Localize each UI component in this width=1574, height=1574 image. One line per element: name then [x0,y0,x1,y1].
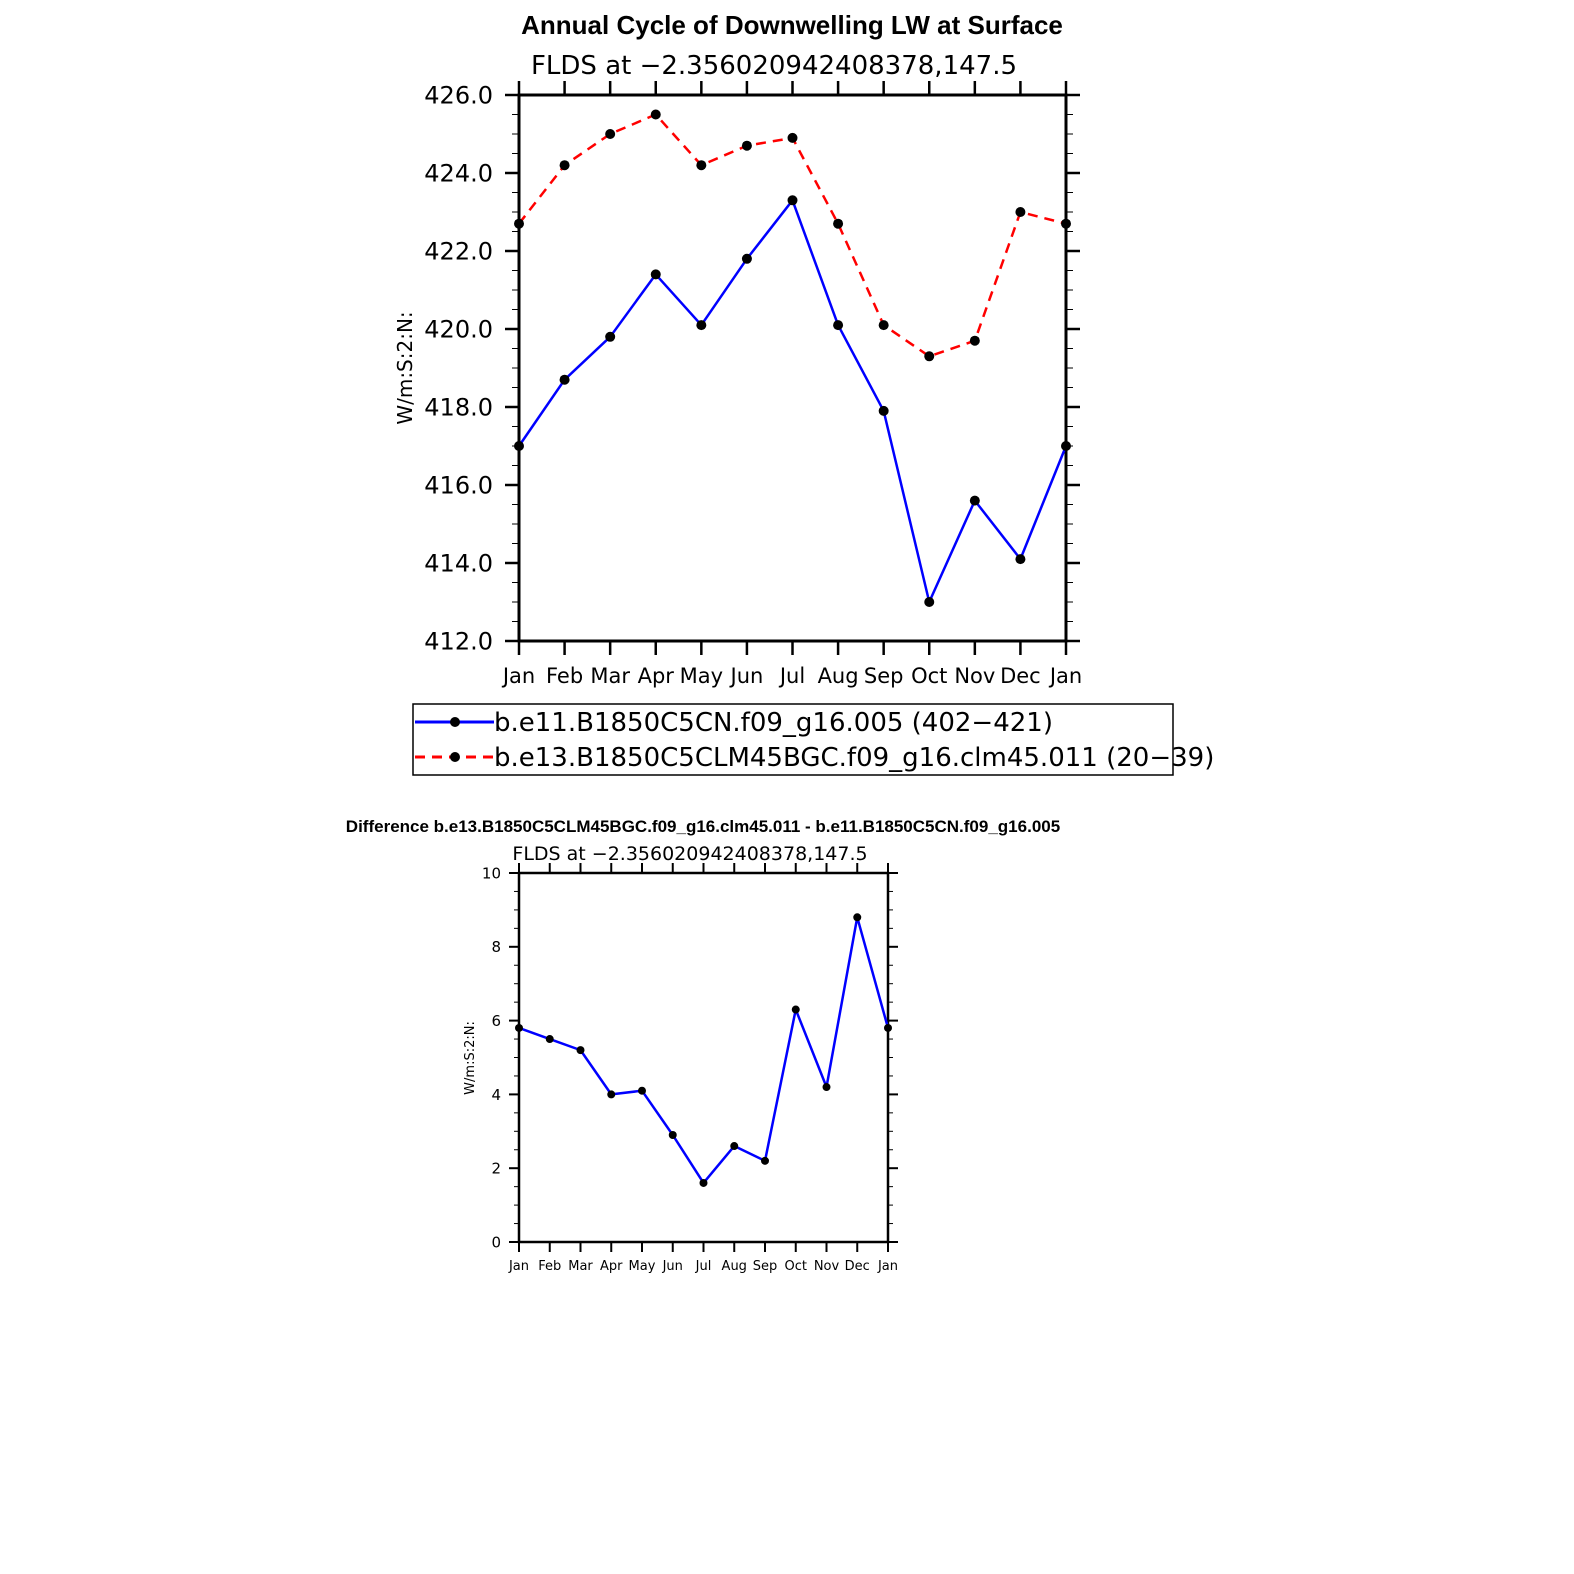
y-tick-label: 412.0 [424,628,493,656]
diff-y-tick-label: 2 [491,1160,501,1178]
legend-box [412,703,1174,776]
diff-series-1-point [515,1023,523,1032]
x-tick-label: Apr [638,664,675,688]
diff-series-1-point [607,1090,616,1099]
y-tick-label: 420.0 [424,316,493,344]
diff-series-1-point [730,1142,739,1151]
diff-series-1-point [545,1035,554,1044]
series-2-point [741,140,752,151]
series-2-point [924,351,935,362]
x-tick-label: Jan [1048,664,1082,688]
difference-chart-title: Difference b.e13.B1850C5CLM45BGC.f09_g16… [346,817,1060,836]
x-tick-label: Aug [818,664,859,688]
difference-y-axis-label: W/m:S:2:N: [463,1021,478,1095]
x-tick-label: Jul [778,664,805,688]
series-1-point [650,269,661,280]
diff-series-1-point [576,1046,585,1055]
difference-chart-subtitle: FLDS at −2.356020942408378,147.5 [512,843,867,865]
x-tick-label: Sep [864,664,904,688]
series-1-point [969,495,980,506]
series-2-point [833,218,844,229]
series-1-point [924,597,935,607]
series-1-line [517,199,1068,604]
diff-x-tick-label: Dec [845,1259,870,1274]
series-1-point [833,320,844,331]
diff-x-tick-label: Jan [877,1259,898,1274]
diff-y-tick-label: 0 [491,1233,501,1251]
series-1-point [1015,554,1026,565]
series-2-point [650,109,661,120]
series-1-point [605,331,616,342]
series-1-point [878,405,889,416]
x-tick-label: Nov [954,664,995,688]
series-2-point [514,218,524,229]
legend-marker-series-1 [450,717,460,727]
diff-y-tick-label: 8 [491,938,501,956]
y-tick-label: 424.0 [424,160,493,188]
diff-x-tick-label: Jul [695,1259,712,1274]
diff-x-tick-label: Apr [600,1259,623,1274]
series-2-point [559,160,570,171]
series-2-point [878,320,889,331]
y-axis-label: W/m:S:2:N: [393,311,417,424]
series-2-point [787,132,798,143]
diff-x-tick-label: May [629,1259,656,1274]
series-1-point [514,441,524,451]
y-tick-label: 414.0 [424,550,493,578]
x-tick-label: Dec [1000,664,1041,688]
y-tick-label: 418.0 [424,394,493,422]
diff-series-1-point [699,1178,708,1187]
annual-cycle-plot: Jan Feb Mar Apr May Jun Jul Aug Sep Oct Nov Dec Jan 4… [424,81,1082,688]
legend-label-series-2: b.e13.B1850C5CLM45BGC.f09_g16.clm45.011 … [494,743,1214,773]
series-2-point [696,160,707,171]
diff-x-tick-label: Nov [814,1259,840,1274]
diff-x-tick-label: Jun [662,1259,683,1274]
y-tick-label: 422.0 [424,238,493,266]
diff-series-1-point [761,1156,769,1165]
x-tick-label: May [680,664,723,688]
diff-y-tick-label: 6 [491,1012,501,1030]
plot-frame [517,93,1068,643]
series-2-line [518,113,1067,358]
diff-y-tick-label: 4 [491,1086,501,1104]
diff-series-1-point [884,1023,892,1032]
diff-x-tick-label: Oct [785,1259,807,1274]
y-tick-label: 426.0 [424,82,493,110]
diff-x-tick-label: Feb [538,1259,561,1274]
x-tick-label: Jan [501,664,535,688]
series-1-point [741,253,752,264]
series-1-point [787,195,798,206]
diff-series-1-point [668,1130,677,1139]
diff-series-1-point [822,1083,831,1092]
x-tick-label: Mar [590,664,630,688]
series-2-point [605,129,616,139]
y-tick-label: 416.0 [424,472,493,500]
diff-series-1-point [638,1086,646,1095]
series-2-point [969,335,980,346]
diff-series-1-point [853,913,862,922]
legend-label-series-1: b.e11.B1850C5CN.f09_g16.005 (402−421) [494,708,1053,738]
diff-y-tick-label: 10 [482,864,501,882]
diff-series-1-point [791,1005,800,1014]
series-1-point [696,320,707,331]
x-tick-label: Jun [729,664,764,688]
difference-plot: Jan Feb Mar Apr May Jun Jul Aug Sep Oct Nov Dec Jan 0… [482,863,898,1274]
x-tick-label: Oct [911,664,947,688]
series-1-point [559,374,570,385]
chart-subtitle: FLDS at −2.356020942408378,147.5 [531,51,1017,81]
series-2-point [1015,207,1026,217]
diff-x-tick-label: Jan [508,1259,529,1274]
diff-x-tick-label: Sep [753,1259,778,1274]
legend: b.e11.B1850C5CN.f09_g16.005 (402−421) b.… [412,703,1214,776]
series-1-point [1061,441,1071,451]
x-tick-label: Feb [546,664,583,688]
chart-title: Annual Cycle of Downwelling LW at Surfac… [521,10,1063,40]
legend-marker-series-2 [450,752,460,762]
series-2-point [1061,218,1071,229]
diff-x-tick-label: Aug [722,1259,747,1274]
diff-x-tick-label: Mar [568,1259,593,1274]
diff-series-1-line [518,916,890,1185]
